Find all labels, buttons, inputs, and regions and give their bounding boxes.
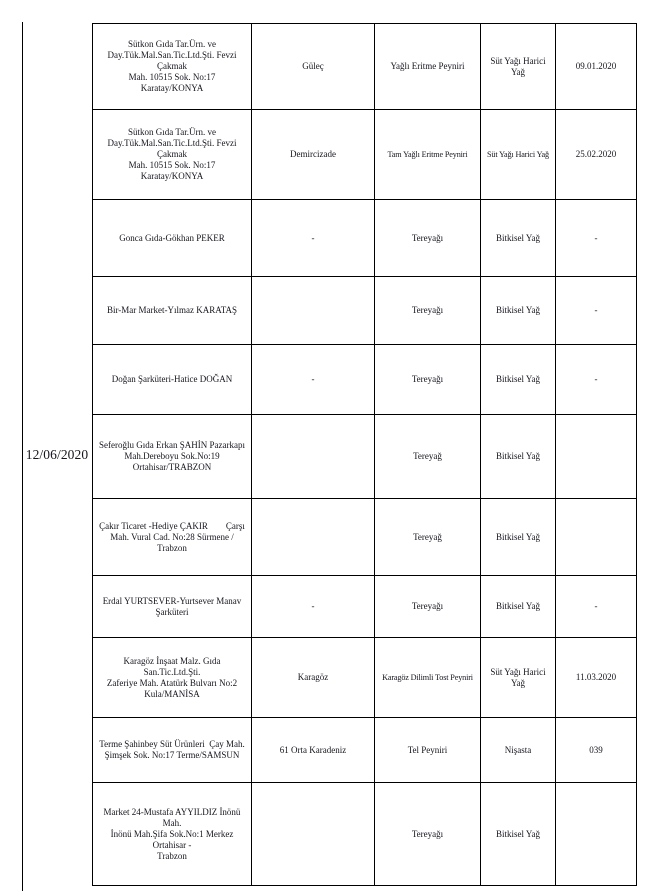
- cell-ingredient: Bitkisel Yağ: [481, 576, 556, 638]
- cell-ingredient: Bitkisel Yağ: [481, 200, 556, 277]
- cell-product: Tereyağı: [375, 576, 481, 638]
- cell-brand: Demircizade: [252, 110, 375, 200]
- cell-detection-date: 11.03.2020: [556, 638, 636, 718]
- cell-brand: [252, 783, 375, 885]
- cell-product: Tereyağ: [375, 415, 481, 499]
- cell-product: Tereyağı: [375, 783, 481, 885]
- inspection-date-cell: 12/06/2020: [22, 23, 92, 886]
- cell-ingredient: Süt Yağı Harici Yağ: [481, 110, 556, 200]
- cell-company: Çakır Ticaret -Hediye ÇAKIR Çarşı Mah. V…: [93, 499, 252, 576]
- cell-detection-date: 039: [556, 718, 636, 783]
- cell-company: Doğan Şarküteri-Hatice DOĞAN: [93, 345, 252, 415]
- cell-brand: [252, 499, 375, 576]
- table-grid: Sütkon Gıda Tar.Ürn. ve Day.Tük.Mal.San.…: [92, 23, 637, 886]
- inspection-table: 12/06/2020 Sütkon Gıda Tar.Ürn. ve Day.T…: [22, 23, 637, 886]
- cell-ingredient: Nişasta: [481, 718, 556, 783]
- cell-product: Karagöz Dilimli Tost Peyniri: [375, 638, 481, 718]
- cell-brand: -: [252, 200, 375, 277]
- cell-detection-date: 25.02.2020: [556, 110, 636, 200]
- cell-company: Seferoğlu Gıda Erkan ŞAHİN Pazarkapı Mah…: [93, 415, 252, 499]
- cell-brand: 61 Orta Karadeniz: [252, 718, 375, 783]
- cell-ingredient: Süt Yağı Harici Yağ: [481, 24, 556, 110]
- cell-product: Tereyağı: [375, 345, 481, 415]
- cell-product: Yağlı Eritme Peyniri: [375, 24, 481, 110]
- cell-company: Gonca Gıda-Gökhan PEKER: [93, 200, 252, 277]
- cell-brand: Karagöz: [252, 638, 375, 718]
- cell-product: Tereyağ: [375, 499, 481, 576]
- cell-ingredient: Bitkisel Yağ: [481, 345, 556, 415]
- cell-detection-date: -: [556, 345, 636, 415]
- cell-ingredient: Bitkisel Yağ: [481, 783, 556, 885]
- cell-brand: -: [252, 576, 375, 638]
- cell-product: Tereyağı: [375, 277, 481, 345]
- cell-company: Market 24-Mustafa AYYILDIZ İnönü Mah. İn…: [93, 783, 252, 885]
- cell-brand: Güleç: [252, 24, 375, 110]
- page-left-rule: [22, 22, 23, 891]
- cell-brand: -: [252, 345, 375, 415]
- cell-detection-date: [556, 415, 636, 499]
- cell-product: Tam Yağlı Eritme Peyniri: [375, 110, 481, 200]
- cell-company: Sütkon Gıda Tar.Ürn. ve Day.Tük.Mal.San.…: [93, 110, 252, 200]
- cell-ingredient: Bitkisel Yağ: [481, 499, 556, 576]
- cell-company: Karagöz İnşaat Malz. Gıda San.Tic.Ltd.Şt…: [93, 638, 252, 718]
- cell-ingredient: Bitkisel Yağ: [481, 415, 556, 499]
- cell-detection-date: [556, 499, 636, 576]
- cell-company: Terme Şahinbey Süt Ürünleri Çay Mah. Şim…: [93, 718, 252, 783]
- cell-detection-date: [556, 783, 636, 885]
- inspection-date: 12/06/2020: [25, 446, 89, 462]
- cell-detection-date: -: [556, 200, 636, 277]
- cell-brand: [252, 277, 375, 345]
- cell-company: Sütkon Gıda Tar.Ürn. ve Day.Tük.Mal.San.…: [93, 24, 252, 110]
- cell-brand: [252, 415, 375, 499]
- cell-detection-date: -: [556, 277, 636, 345]
- cell-ingredient: Bitkisel Yağ: [481, 277, 556, 345]
- cell-product: Tereyağı: [375, 200, 481, 277]
- cell-company: Erdal YURTSEVER-Yurtsever Manav Şarküter…: [93, 576, 252, 638]
- cell-product: Tel Peyniri: [375, 718, 481, 783]
- cell-detection-date: 09.01.2020: [556, 24, 636, 110]
- cell-company: Bir-Mar Market-Yılmaz KARATAŞ: [93, 277, 252, 345]
- cell-ingredient: Süt Yağı Harici Yağ: [481, 638, 556, 718]
- cell-detection-date: -: [556, 576, 636, 638]
